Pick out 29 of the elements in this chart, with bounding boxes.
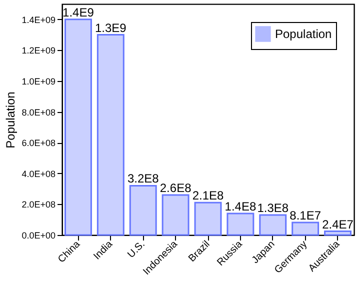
y-tick-label: 0.0E+00 — [22, 230, 56, 240]
bar — [64, 18, 92, 236]
text: 2.6E8 — [160, 180, 192, 195]
y-tick-label: 6.0E+08 — [22, 138, 56, 148]
bar — [96, 34, 124, 236]
x-tick-label: U.S. — [126, 238, 148, 260]
y-axis-title: Population — [4, 92, 18, 148]
bar — [194, 202, 222, 236]
bar — [324, 230, 352, 236]
text: 2.4E7 — [322, 217, 354, 232]
text: 1.4E8 — [224, 199, 256, 214]
text: 8.1E7 — [290, 208, 322, 223]
bar — [129, 184, 157, 236]
text: 2.1E8 — [192, 188, 224, 203]
bar — [162, 194, 190, 236]
bar — [292, 222, 320, 236]
y-tick-label: 8.0E+08 — [22, 107, 56, 118]
y-tick-label: 1.2E+09 — [22, 46, 56, 56]
bar — [226, 212, 254, 236]
y-tick-label: 1.0E+09 — [22, 76, 56, 86]
text: 1.3E8 — [257, 200, 289, 215]
y-tick-label: 1.4E+09 — [22, 14, 56, 25]
bar — [259, 214, 287, 236]
text: 1.3E9 — [94, 20, 126, 35]
legend-label: Population — [275, 27, 332, 41]
y-tick-label: 4.0E+08 — [22, 168, 56, 179]
y-tick-label: 2.0E+08 — [22, 200, 56, 210]
text: 3.2E8 — [127, 172, 159, 186]
text: 1.4E9 — [62, 5, 94, 20]
